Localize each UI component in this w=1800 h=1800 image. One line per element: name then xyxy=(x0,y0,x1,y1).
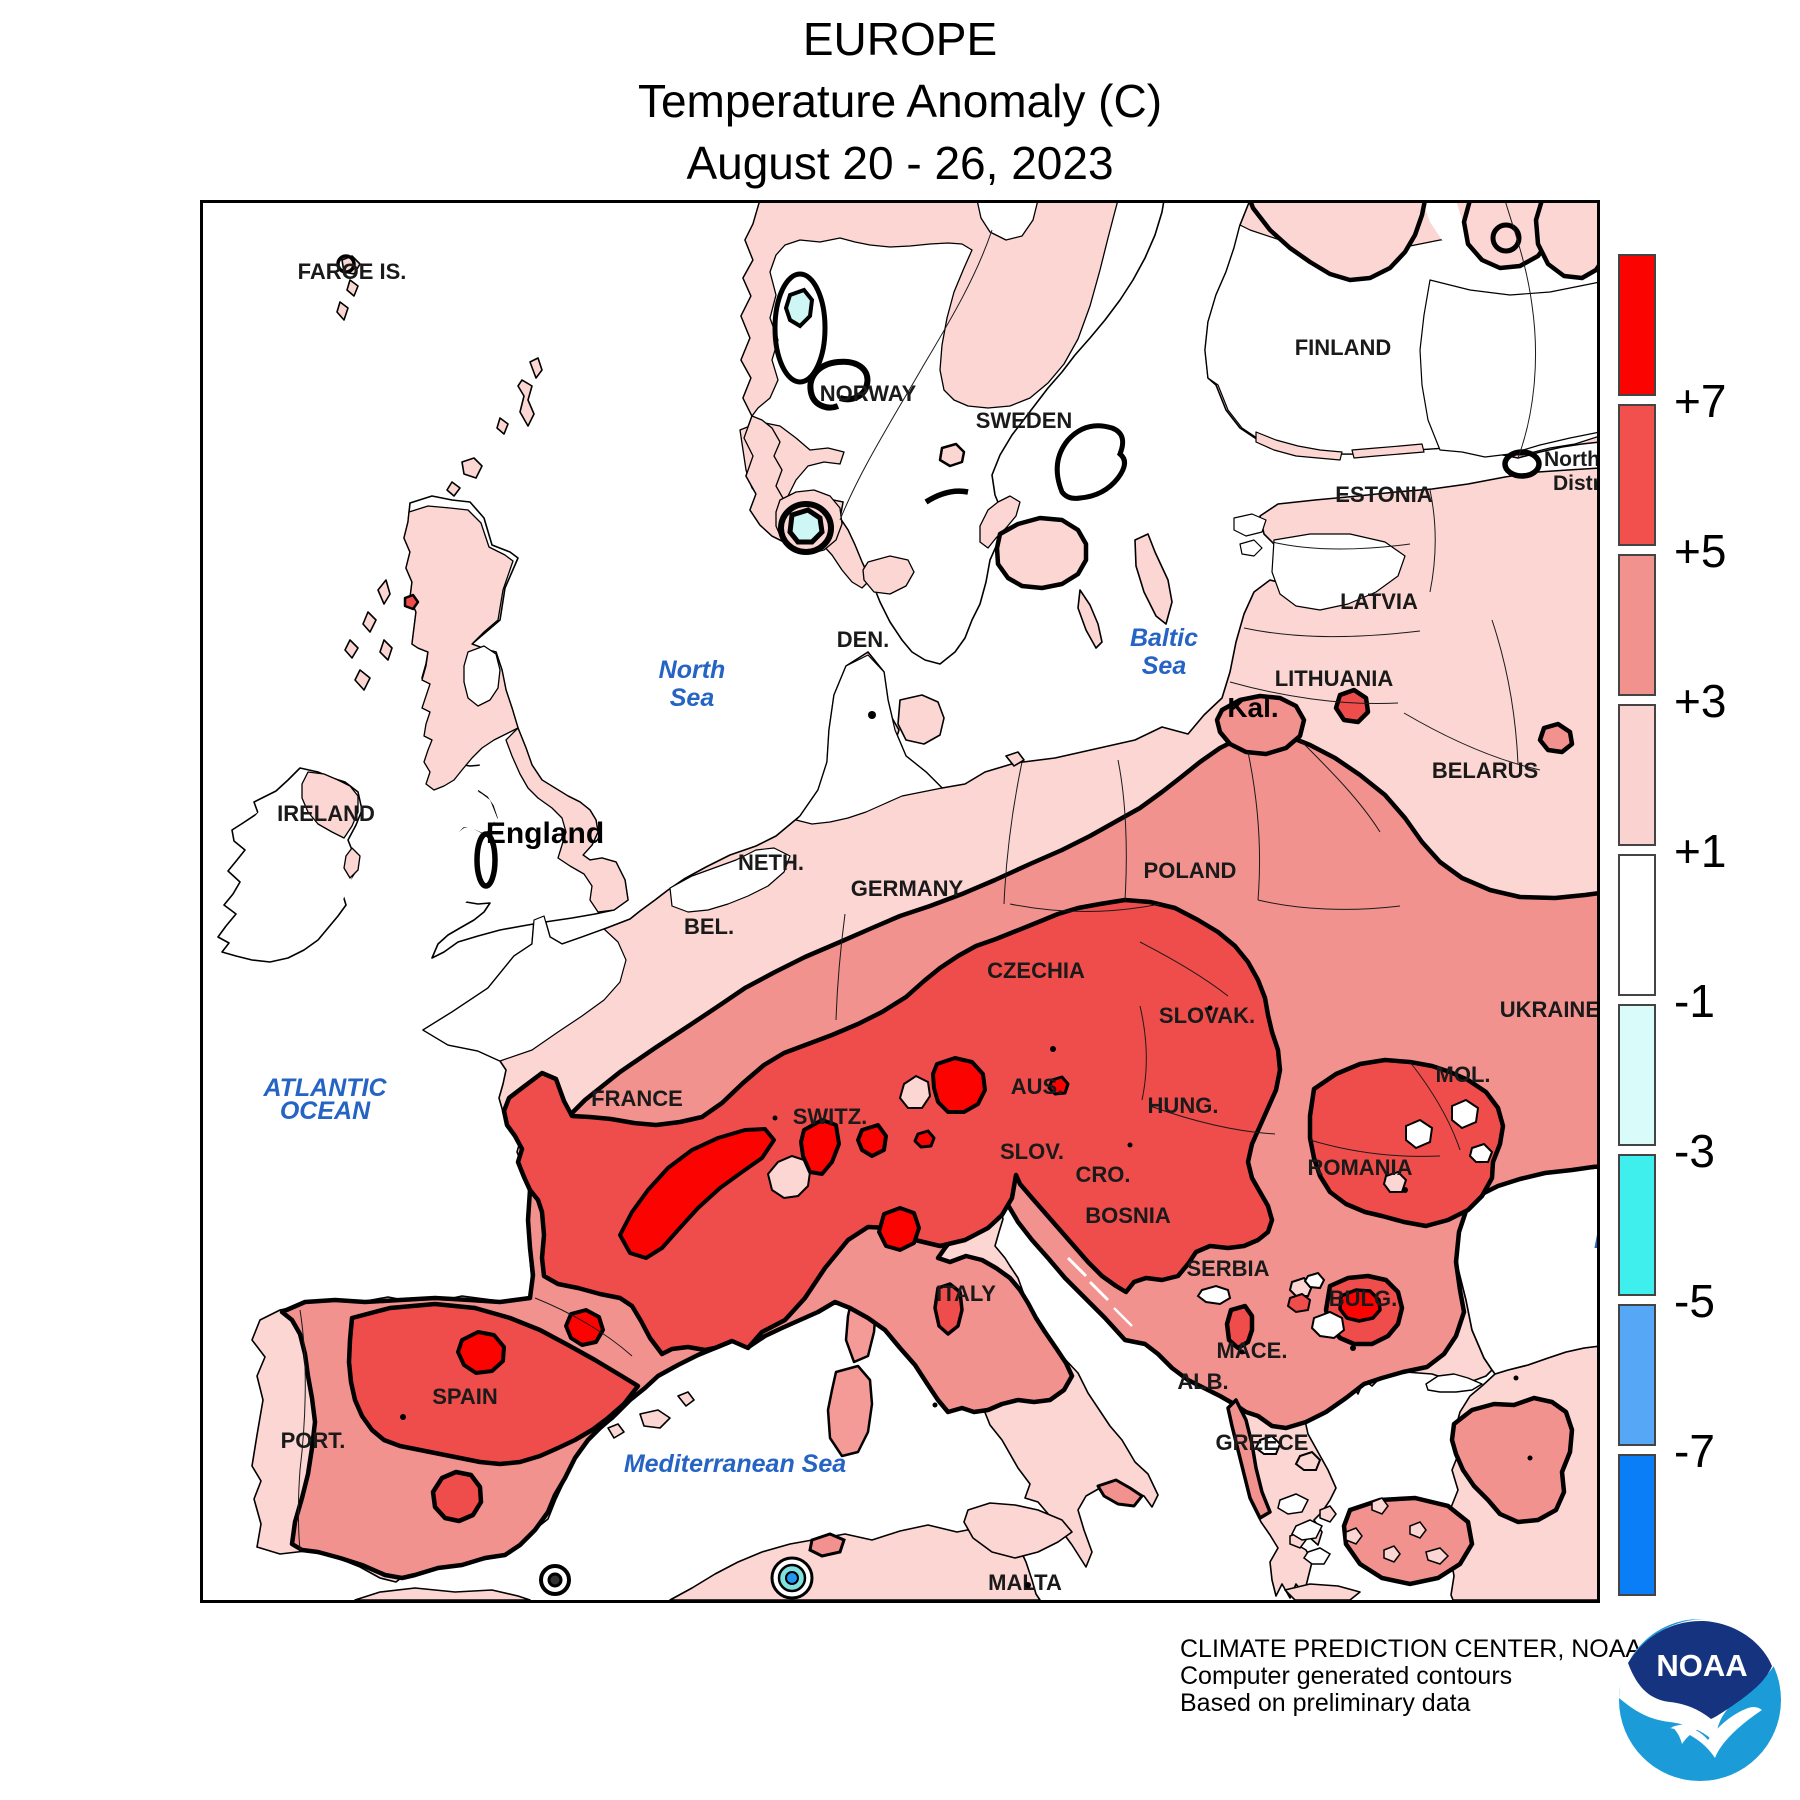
svg-text:SWEDEN: SWEDEN xyxy=(976,408,1073,433)
svg-text:PORT.: PORT. xyxy=(281,1428,346,1453)
svg-text:BELARUS: BELARUS xyxy=(1432,758,1538,783)
svg-text:CRO.: CRO. xyxy=(1076,1162,1131,1187)
svg-text:OCEAN: OCEAN xyxy=(280,1097,371,1125)
svg-text:MOL.: MOL. xyxy=(1436,1062,1491,1087)
svg-text:Sea: Sea xyxy=(1142,652,1187,680)
svg-text:Distri: Distri xyxy=(1553,472,1600,495)
svg-text:ROMANIA: ROMANIA xyxy=(1307,1155,1412,1180)
svg-text:FAROE IS.: FAROE IS. xyxy=(298,259,407,284)
svg-text:LATVIA: LATVIA xyxy=(1340,589,1418,614)
svg-text:IRELAND: IRELAND xyxy=(277,801,375,826)
svg-text:North: North xyxy=(659,656,726,684)
svg-text:BOSNIA: BOSNIA xyxy=(1085,1203,1171,1228)
svg-text:ALB.: ALB. xyxy=(1177,1369,1228,1394)
svg-text:Baltic: Baltic xyxy=(1130,624,1198,652)
svg-text:FINLAND: FINLAND xyxy=(1295,335,1392,360)
svg-text:Northw: Northw xyxy=(1544,448,1600,471)
svg-text:NOAA: NOAA xyxy=(1656,1648,1747,1683)
svg-text:Kal.: Kal. xyxy=(1227,692,1278,723)
svg-text:ESTONIA: ESTONIA xyxy=(1335,482,1433,507)
svg-text:UKRAINE: UKRAINE xyxy=(1500,997,1600,1022)
svg-text:CZECHIA: CZECHIA xyxy=(987,958,1085,983)
svg-text:POLAND: POLAND xyxy=(1144,858,1237,883)
svg-text:NORWAY: NORWAY xyxy=(820,381,917,406)
svg-text:BULG.: BULG. xyxy=(1329,1286,1397,1311)
svg-text:MALTA: MALTA xyxy=(988,1570,1062,1595)
svg-text:MACE.: MACE. xyxy=(1217,1338,1288,1363)
svg-text:GERMANY: GERMANY xyxy=(851,876,964,901)
svg-text:AUS.: AUS. xyxy=(1011,1074,1064,1099)
svg-text:SLOV.: SLOV. xyxy=(1000,1139,1064,1164)
svg-text:HUNG.: HUNG. xyxy=(1148,1093,1219,1118)
svg-text:LITHUANIA: LITHUANIA xyxy=(1275,666,1394,691)
svg-text:NETH.: NETH. xyxy=(738,850,804,875)
svg-text:Mediterranean Sea: Mediterranean Sea xyxy=(624,1450,846,1478)
svg-text:Sea: Sea xyxy=(670,684,715,712)
svg-text:ATLANTIC: ATLANTIC xyxy=(262,1074,387,1102)
svg-text:FRANCE: FRANCE xyxy=(591,1086,683,1111)
svg-text:SLOVAK.: SLOVAK. xyxy=(1159,1003,1255,1028)
svg-text:SERBIA: SERBIA xyxy=(1186,1256,1269,1281)
svg-text:England: England xyxy=(486,817,604,850)
svg-text:GREECE: GREECE xyxy=(1216,1430,1309,1455)
svg-text:SWITZ.: SWITZ. xyxy=(793,1104,868,1129)
svg-text:SPAIN: SPAIN xyxy=(432,1384,498,1409)
svg-text:ITALY: ITALY xyxy=(936,1281,996,1306)
svg-text:BEL.: BEL. xyxy=(684,914,734,939)
svg-text:DEN.: DEN. xyxy=(837,627,890,652)
